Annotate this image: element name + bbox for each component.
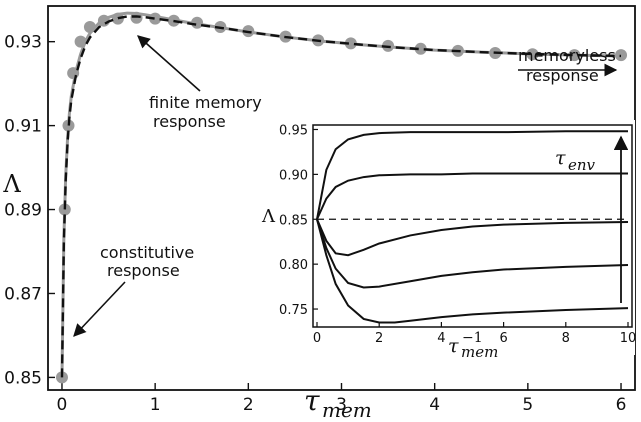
tau-env-label: τ env <box>555 147 596 174</box>
main-x-axis-label-sup: −1 <box>322 0 349 5</box>
inset-series-line <box>316 219 629 324</box>
main-y-tick-label: 0.87 <box>4 284 42 304</box>
inset-ticks: 0 2 4 6 8 10 0.75 0.80 0.85 0.90 0.95 <box>279 123 636 346</box>
inset-y-tick-label: 0.90 <box>279 168 308 183</box>
inset-x-tick-label: 6 <box>499 331 507 346</box>
main-y-tick-label: 0.91 <box>4 117 42 137</box>
main-data-point <box>568 49 581 62</box>
main-x-tick-label: 1 <box>150 395 161 415</box>
annotation-finite-memory: finite memory response <box>137 35 262 131</box>
tau-env-label-base: τ <box>555 147 566 169</box>
inset-series-line <box>316 218 629 257</box>
main-x-tick-label: 3 <box>336 395 347 415</box>
inset-x-tick-label: 0 <box>313 331 321 346</box>
main-data-point <box>130 11 143 24</box>
main-ticks: 0 1 2 3 4 5 6 0.85 0.87 0.89 0.91 0.93 <box>4 33 626 415</box>
main-x-axis-label: τ −1 mem <box>304 0 372 422</box>
main-data-point <box>111 12 124 25</box>
main-x-tick-label: 4 <box>429 395 440 415</box>
inset-plot-frame <box>312 124 633 328</box>
main-y-tick-label: 0.89 <box>4 201 42 221</box>
main-x-tick-label: 0 <box>57 395 68 415</box>
tau-env-label-sub: env <box>568 156 596 174</box>
main-y-tick-label: 0.85 <box>4 368 42 388</box>
annotation-memoryless-line1: memoryless <box>518 46 616 65</box>
main-data-point <box>58 203 71 216</box>
annotation-memoryless: memoryless response <box>518 46 618 85</box>
inset-series-line <box>316 130 628 220</box>
inset-series-group <box>316 130 629 324</box>
main-data-point <box>74 35 87 48</box>
annotation-finite-memory-arrow <box>137 35 201 92</box>
annotation-constitutive: constitutive response <box>73 243 194 337</box>
main-data-point <box>344 37 357 50</box>
annotation-finite-memory-line2: response <box>153 112 226 131</box>
main-x-tick-label: 5 <box>522 395 533 415</box>
main-y-axis-label: Λ <box>2 170 21 198</box>
inset-y-tick-label: 0.85 <box>279 213 308 228</box>
inset-y-axis-label: Λ <box>261 206 276 227</box>
main-series-dashed-line <box>60 15 622 378</box>
main-x-axis-label-base: τ <box>304 384 320 417</box>
main-data-point <box>62 119 75 132</box>
inset-y-tick-label: 0.95 <box>279 123 308 138</box>
annotation-finite-memory-line1: finite memory <box>149 93 262 112</box>
main-data-point <box>526 48 539 61</box>
main-data-point <box>414 42 427 55</box>
inset-y-tick-label: 0.80 <box>279 258 308 273</box>
annotation-memoryless-line2: response <box>526 66 599 85</box>
main-x-tick-label: 6 <box>616 395 627 415</box>
annotation-constitutive-line2: response <box>107 261 180 280</box>
inset-y-tick-label: 0.75 <box>279 303 308 318</box>
annotation-constitutive-arrow <box>73 281 126 337</box>
inset-x-tick-label: 4 <box>437 331 445 346</box>
inset-chart: 0 2 4 6 8 10 0.75 0.80 0.85 0.90 0.95 τ env Λ τ −1… <box>258 120 636 361</box>
main-data-point <box>191 16 204 29</box>
inset-x-axis-label-sub: mem <box>461 343 498 361</box>
inset-x-tick-label: 8 <box>562 331 570 346</box>
inset-x-tick-label: 2 <box>375 331 383 346</box>
inset-series-line <box>316 172 628 220</box>
inset-x-axis-label-sup: −1 <box>462 330 483 346</box>
main-data-point <box>149 12 162 25</box>
main-x-tick-label: 2 <box>243 395 254 415</box>
main-x-axis-label-sub: mem <box>322 398 372 422</box>
inset-series-line <box>316 218 629 289</box>
main-series-group <box>55 11 628 384</box>
main-data-point <box>83 20 96 33</box>
inset-x-axis-label: τ −1 mem <box>448 330 498 361</box>
main-y-tick-label: 0.93 <box>4 33 42 53</box>
inset-x-tick-label: 10 <box>620 331 637 346</box>
annotation-constitutive-line1: constitutive <box>100 243 194 262</box>
inset-x-axis-label-base: τ <box>448 335 459 357</box>
